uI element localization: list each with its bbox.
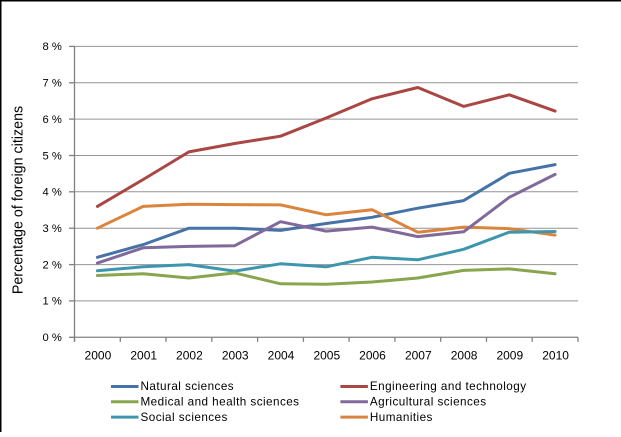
svg-text:2004: 2004	[268, 349, 295, 363]
svg-text:Social sciences: Social sciences	[141, 411, 228, 424]
svg-text:Engineering and technology: Engineering and technology	[370, 380, 527, 393]
svg-text:2001: 2001	[130, 349, 157, 363]
svg-text:Humanities: Humanities	[370, 411, 433, 424]
svg-text:8 %: 8 %	[43, 41, 62, 53]
svg-text:2010: 2010	[542, 349, 569, 363]
svg-text:2009: 2009	[496, 349, 523, 363]
svg-text:Natural sciences: Natural sciences	[141, 380, 235, 393]
svg-text:Agricultural sciences: Agricultural sciences	[370, 396, 487, 409]
svg-text:7 %: 7 %	[43, 78, 62, 90]
svg-text:2 %: 2 %	[43, 259, 62, 271]
svg-text:2002: 2002	[176, 349, 203, 363]
svg-text:2006: 2006	[359, 349, 386, 363]
svg-text:1 %: 1 %	[43, 296, 62, 308]
svg-text:2005: 2005	[313, 349, 340, 363]
svg-text:Medical and health sciences: Medical and health sciences	[141, 396, 300, 409]
svg-text:2007: 2007	[405, 349, 432, 363]
svg-text:2008: 2008	[451, 349, 478, 363]
svg-text:3 %: 3 %	[43, 223, 62, 235]
svg-text:Percentage of foreign citizens: Percentage of foreign citizens	[10, 106, 26, 294]
svg-text:5 %: 5 %	[43, 150, 62, 162]
svg-text:2000: 2000	[85, 349, 112, 363]
svg-text:2003: 2003	[222, 349, 249, 363]
svg-text:4 %: 4 %	[43, 187, 62, 199]
svg-text:0 %: 0 %	[43, 332, 62, 344]
svg-text:6 %: 6 %	[43, 114, 62, 126]
